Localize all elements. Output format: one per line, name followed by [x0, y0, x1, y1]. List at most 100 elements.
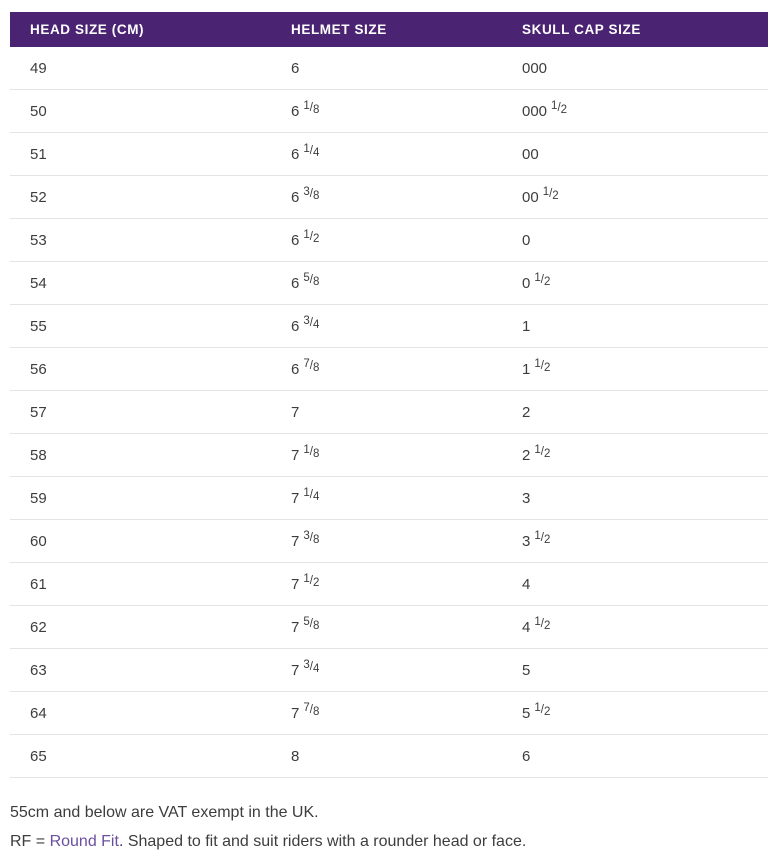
- fraction-slash: /: [540, 445, 544, 458]
- table-header-row: HEAD SIZE (CM) HELMET SIZE SKULL CAP SIZ…: [10, 12, 768, 47]
- helmet-size-cell: 6 7/8: [271, 347, 502, 391]
- size-fraction: 1/4: [303, 143, 319, 162]
- helmet-size-cell: 7 3/4: [271, 648, 502, 692]
- size-fraction: 3/8: [303, 186, 319, 205]
- size-whole: 5: [522, 661, 531, 679]
- fraction-slash: /: [540, 703, 544, 716]
- fraction-numerator: 1: [303, 572, 310, 585]
- fraction-numerator: 1: [534, 443, 541, 456]
- helmet-size-cell: 7 3/8: [271, 519, 502, 563]
- head-size-cell: 56: [10, 347, 271, 391]
- fraction-slash: /: [309, 101, 313, 114]
- helmet-size-cell: 7 5/8: [271, 605, 502, 649]
- size-whole: 5: [522, 704, 531, 722]
- size-whole: 6: [291, 317, 300, 335]
- size-fraction: 1/2: [551, 100, 568, 119]
- fraction-slash: /: [540, 359, 544, 372]
- fraction-numerator: 5: [303, 615, 310, 628]
- size-whole: 1: [522, 360, 531, 378]
- fraction-denominator: 8: [312, 705, 320, 718]
- size-fraction: 1/2: [303, 573, 319, 592]
- table-row: 64 7 7/8 5 1/2: [10, 691, 768, 735]
- fraction-numerator: 3: [303, 529, 310, 542]
- fraction-slash: /: [309, 445, 313, 458]
- helmet-size-cell: 6 1/8: [271, 89, 502, 133]
- helmet-size-cell: 6 1/4: [271, 132, 502, 176]
- head-size-cell: 58: [10, 433, 271, 477]
- skull-cap-size-cell: 1 1/2: [502, 347, 768, 391]
- fraction-slash: /: [309, 703, 313, 716]
- fraction-numerator: 1: [534, 615, 541, 628]
- table-row: 55 6 3/4 1: [10, 304, 768, 348]
- fraction-slash: /: [540, 531, 544, 544]
- head-size-cell: 62: [10, 605, 271, 649]
- fraction-denominator: 8: [312, 447, 320, 460]
- round-fit-link[interactable]: Round Fit: [49, 833, 119, 850]
- size-whole: 00: [522, 145, 539, 163]
- fraction-numerator: 1: [303, 486, 310, 499]
- fraction-numerator: 1: [551, 99, 558, 112]
- size-fraction: 1/2: [534, 358, 550, 377]
- size-whole: 3: [522, 489, 531, 507]
- fraction-slash: /: [309, 488, 313, 501]
- skull-cap-size-cell: 5: [502, 648, 768, 692]
- fraction-numerator: 1: [534, 701, 541, 714]
- fraction-numerator: 7: [303, 701, 310, 714]
- head-size-cell: 64: [10, 691, 271, 735]
- fraction-denominator: 4: [312, 662, 320, 675]
- fraction-denominator: 2: [543, 275, 551, 288]
- fraction-numerator: 5: [303, 271, 310, 284]
- size-whole: 7: [291, 704, 300, 722]
- head-size-cell: 60: [10, 519, 271, 563]
- size-whole: 1: [522, 317, 531, 335]
- size-fraction: 1/2: [534, 702, 550, 721]
- size-fraction: 1/4: [303, 487, 319, 506]
- size-fraction: 5/8: [303, 272, 319, 291]
- fraction-slash: /: [549, 187, 553, 200]
- fraction-numerator: 1: [534, 357, 541, 370]
- column-header-skull-cap-size: SKULL CAP SIZE: [502, 12, 768, 47]
- skull-cap-size-cell: 4: [502, 562, 768, 606]
- head-size-cell: 57: [10, 390, 271, 434]
- head-size-cell: 54: [10, 261, 271, 305]
- skull-cap-size-cell: 0 1/2: [502, 261, 768, 305]
- fraction-numerator: 1: [534, 271, 541, 284]
- head-size-cell: 53: [10, 218, 271, 262]
- head-size-cell: 52: [10, 175, 271, 219]
- fraction-numerator: 1: [303, 228, 310, 241]
- skull-cap-size-cell: 00: [502, 132, 768, 176]
- size-whole: 3: [522, 532, 531, 550]
- fraction-numerator: 1: [303, 99, 310, 112]
- table-row: 61 7 1/2 4: [10, 562, 768, 606]
- size-whole: 0: [522, 274, 531, 292]
- fraction-numerator: 1: [542, 185, 550, 198]
- fraction-denominator: 8: [312, 361, 320, 374]
- size-fraction: 7/8: [303, 702, 320, 721]
- table-row: 62 7 5/8 4 1/2: [10, 605, 768, 649]
- size-fraction: 1/2: [534, 530, 550, 549]
- fraction-slash: /: [540, 617, 544, 630]
- size-whole: 2: [522, 446, 531, 464]
- size-fraction: 1/8: [303, 100, 319, 119]
- fraction-slash: /: [309, 531, 313, 544]
- column-header-helmet-size: HELMET SIZE: [271, 12, 502, 47]
- size-whole: 6: [291, 102, 300, 120]
- size-fraction: 1/2: [534, 444, 551, 463]
- fraction-denominator: 2: [560, 103, 568, 116]
- column-header-head-size: HEAD SIZE (CM): [10, 12, 271, 47]
- fraction-slash: /: [309, 144, 313, 157]
- fraction-slash: /: [309, 273, 313, 286]
- fraction-slash: /: [309, 230, 313, 243]
- size-whole: 6: [291, 59, 300, 77]
- table-body: 49 6 000 50 6 1/8 000 1/2 51 6 1/4 00 52 6 3/8 00 1/2 53 6…: [10, 47, 768, 778]
- fraction-denominator: 2: [543, 447, 551, 460]
- skull-cap-size-cell: 000 1/2: [502, 89, 768, 133]
- helmet-size-cell: 6 5/8: [271, 261, 502, 305]
- fraction-denominator: 2: [552, 189, 559, 202]
- helmet-size-cell: 7 1/4: [271, 476, 502, 520]
- head-size-cell: 50: [10, 89, 271, 133]
- head-size-cell: 55: [10, 304, 271, 348]
- skull-cap-size-cell: 6: [502, 734, 768, 778]
- skull-cap-size-cell: 000: [502, 47, 768, 90]
